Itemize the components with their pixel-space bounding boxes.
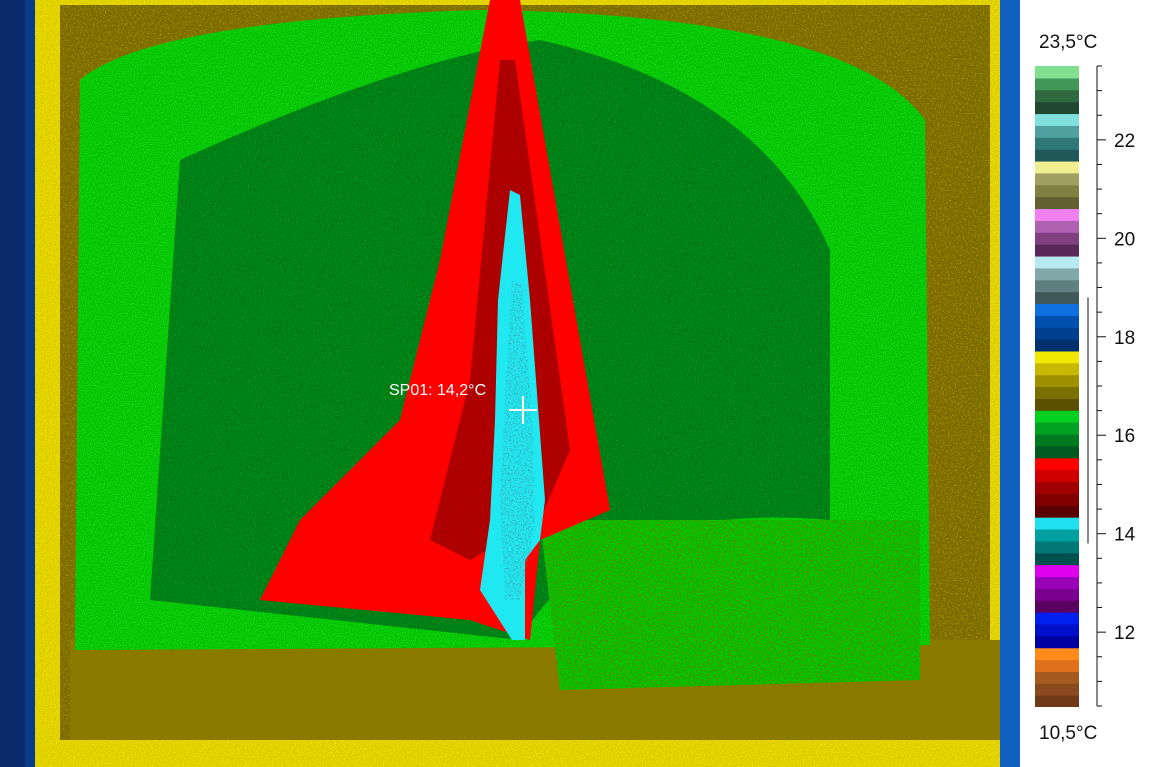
scale-swatch — [1035, 517, 1079, 530]
scale-tick-label: 20 — [1114, 229, 1135, 250]
scale-swatch — [1035, 398, 1079, 411]
scale-swatch — [1035, 612, 1079, 625]
scale-swatch — [1035, 196, 1079, 210]
scale-swatch — [1035, 374, 1079, 388]
scale-swatch — [1035, 66, 1079, 79]
scale-swatch — [1035, 160, 1079, 174]
scale-tick-label: 18 — [1114, 328, 1135, 349]
spot-measurement-label: SP01: 14,2°C — [389, 382, 487, 399]
scale-swatch — [1035, 505, 1079, 518]
crosshair-icon[interactable] — [509, 396, 537, 424]
scale-tick-label: 14 — [1114, 525, 1136, 546]
scale-swatch — [1035, 528, 1079, 542]
scale-swatch — [1035, 279, 1079, 293]
scale-swatch — [1035, 220, 1079, 233]
scale-swatch — [1035, 149, 1079, 162]
scale-swatch — [1035, 350, 1079, 364]
scale-swatch — [1035, 267, 1079, 281]
scale-swatch — [1035, 469, 1079, 483]
scale-swatch — [1035, 244, 1079, 257]
scale-swatch — [1035, 327, 1079, 340]
scale-swatch — [1035, 659, 1079, 672]
scale-tick-label: 22 — [1114, 131, 1135, 152]
scale-swatch — [1035, 457, 1079, 471]
scale-tick-label: 16 — [1114, 426, 1135, 447]
scale-swatch — [1035, 232, 1079, 245]
color-scale-bar — [1035, 66, 1079, 707]
scale-swatch — [1035, 433, 1079, 447]
min-temperature-label: 10,5°C — [1039, 723, 1098, 744]
scale-swatch — [1035, 137, 1079, 150]
scale-swatch — [1035, 493, 1079, 506]
scale-swatch — [1035, 695, 1079, 707]
color-scale-axis: 22 20 18 16 14 12 — [1087, 65, 1136, 707]
scale-swatch — [1035, 552, 1079, 566]
thermal-image — [0, 0, 1020, 767]
scale-swatch — [1035, 315, 1079, 328]
scale-swatch — [1035, 291, 1079, 305]
lower-olive-speckle — [540, 520, 920, 690]
scale-swatch — [1035, 303, 1079, 316]
scale-swatch — [1035, 576, 1079, 589]
scale-swatch — [1035, 623, 1079, 637]
scale-swatch — [1035, 410, 1079, 423]
scale-swatch — [1035, 89, 1079, 103]
scale-swatch — [1035, 671, 1079, 684]
scale-swatch — [1035, 600, 1079, 613]
scale-swatch — [1035, 445, 1079, 459]
scale-swatch — [1035, 647, 1079, 661]
scale-swatch — [1035, 208, 1079, 221]
scale-swatch — [1035, 683, 1079, 696]
scale-swatch — [1035, 184, 1079, 198]
max-temperature-label: 23,5°C — [1039, 32, 1098, 53]
scale-tick-label: 12 — [1114, 623, 1135, 644]
scale-swatch — [1035, 481, 1079, 494]
scale-swatch — [1035, 172, 1079, 186]
thermal-map — [0, 0, 1020, 767]
scale-swatch — [1035, 635, 1079, 649]
scale-swatch — [1035, 101, 1079, 115]
scale-swatch — [1035, 564, 1079, 578]
scale-swatch — [1035, 113, 1079, 126]
scale-swatch — [1035, 77, 1079, 91]
scale-swatch — [1035, 386, 1079, 399]
coldest-streak-teal — [500, 280, 535, 600]
scale-swatch — [1035, 125, 1079, 138]
scale-swatch — [1035, 339, 1079, 352]
scale-swatch — [1035, 422, 1079, 435]
scale-swatch — [1035, 588, 1079, 601]
scale-swatch — [1035, 255, 1079, 269]
cold-edge-left-dark — [0, 0, 25, 767]
scale-swatch — [1035, 540, 1079, 554]
scale-swatch — [1035, 362, 1079, 376]
